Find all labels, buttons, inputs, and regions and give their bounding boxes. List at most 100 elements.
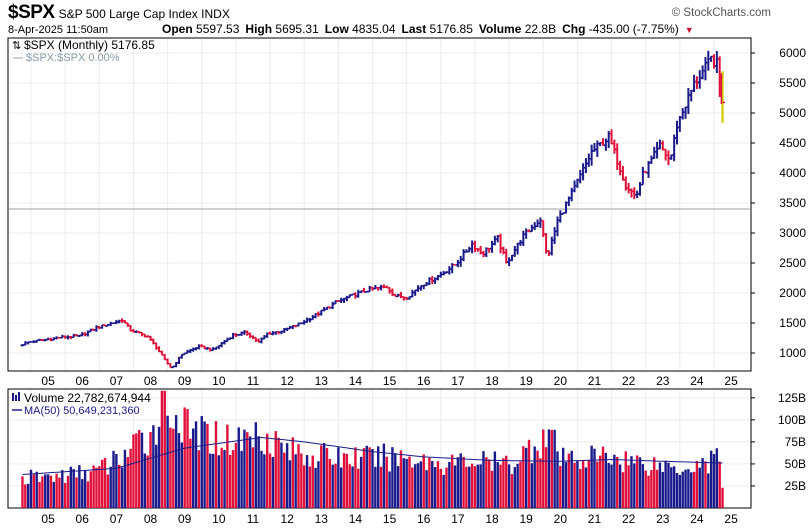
- volume-bar: [240, 450, 243, 508]
- volume-bar: [524, 447, 528, 508]
- price-bars: [20, 50, 726, 369]
- volume-bar: [35, 471, 38, 508]
- volume-bar: [445, 467, 448, 508]
- price-x-axis: 05 06 07 08 09 10 11 12 13 14 15 16 17 18 19 20 21 22 23 24…: [41, 374, 738, 388]
- volume-bar: [433, 467, 437, 508]
- volume-bar: [391, 447, 394, 508]
- volume-bar: [604, 452, 608, 508]
- volume-bar: [550, 429, 553, 508]
- price-legend-icon: ⇅: [12, 40, 21, 52]
- volume-bar: [163, 390, 166, 508]
- volume-bar: [419, 461, 423, 508]
- volume-bar: [220, 447, 223, 508]
- volume-bar: [348, 464, 351, 508]
- volume-bar: [647, 475, 650, 508]
- volume-bar: [237, 427, 240, 508]
- volume-bar: [516, 463, 519, 508]
- volume-bar: [266, 433, 269, 508]
- volume-bar: [254, 422, 258, 508]
- volume-bar: [610, 464, 613, 508]
- volume-bar: [416, 463, 420, 508]
- volume-bar: [695, 460, 699, 508]
- volume-bar: [413, 464, 417, 508]
- price-x-tick-label: 21: [588, 374, 602, 388]
- price-x-tick-label: 22: [622, 374, 636, 388]
- volume-bar: [362, 448, 366, 508]
- price-y-tick-label: 1000: [779, 346, 806, 360]
- volume-bar: [271, 456, 275, 508]
- ticker-symbol: $SPX: [8, 2, 55, 23]
- volume-bar: [152, 425, 155, 508]
- volume-bar: [687, 469, 690, 508]
- volume-bar: [584, 467, 588, 508]
- volume-y-axis: 25B 50B 75B 100B 125B: [751, 391, 806, 493]
- volume-x-tick-label: 21: [588, 512, 602, 526]
- volume-bar: [596, 461, 599, 508]
- volume-bar: [86, 481, 90, 508]
- volume-y-tick-label: 25B: [785, 479, 806, 493]
- volume-bar: [365, 445, 369, 508]
- volume-bar: [268, 453, 272, 508]
- volume-bar: [653, 457, 656, 508]
- volume-bar: [672, 466, 676, 508]
- brand-watermark[interactable]: © StockCharts.com: [671, 7, 771, 19]
- volume-bar: [450, 454, 454, 508]
- volume-bar: [428, 457, 431, 508]
- volume-bar: [570, 450, 573, 508]
- volume-bar: [559, 465, 562, 508]
- volume-bar: [137, 429, 141, 508]
- stat-value-chg: -435.00 (-7.75%): [588, 22, 679, 36]
- volume-bar: [123, 449, 127, 508]
- security-name-text: S&P 500 Large Cap Index: [58, 7, 198, 21]
- volume-y-tick-label: 75B: [785, 435, 806, 449]
- volume-bar: [513, 467, 516, 508]
- volume-bar: [670, 467, 673, 508]
- volume-bar: [624, 451, 627, 508]
- stat-label-volume: Volume: [478, 22, 525, 36]
- volume-bar: [371, 448, 374, 508]
- volume-bar: [564, 462, 568, 508]
- volume-bar: [354, 447, 357, 508]
- volume-bar: [337, 447, 340, 508]
- stat-label-high: High: [245, 22, 276, 36]
- volume-bar: [29, 469, 33, 508]
- volume-bar: [357, 468, 360, 508]
- volume-bar: [226, 424, 229, 508]
- volume-bar: [32, 474, 36, 508]
- volume-bar: [311, 455, 314, 508]
- price-y-tick-label: 1500: [779, 316, 806, 330]
- volume-bar: [439, 468, 442, 508]
- volume-bar: [103, 457, 107, 508]
- volume-bar: [143, 453, 147, 508]
- volume-bar: [644, 470, 647, 508]
- volume-bar: [453, 465, 457, 508]
- volume-bar: [402, 458, 406, 508]
- volume-bar: [493, 451, 497, 508]
- volume-bar: [339, 467, 343, 508]
- volume-bar: [573, 462, 576, 508]
- volume-bar: [209, 453, 212, 508]
- price-y-tick-label: 2000: [779, 286, 806, 300]
- volume-y-tick-label: 125B: [778, 391, 806, 405]
- volume-x-tick-label: 20: [554, 512, 568, 526]
- volume-bar: [180, 442, 184, 508]
- volume-bar: [482, 451, 485, 508]
- volume-bar: [192, 428, 195, 508]
- volume-x-tick-label: 13: [315, 512, 329, 526]
- volume-bar: [678, 474, 682, 508]
- volume-bar: [303, 465, 306, 508]
- price-x-tick-label: 10: [212, 374, 226, 388]
- volume-bar: [593, 448, 596, 508]
- volume-bar: [499, 464, 502, 508]
- volume-bar: [135, 433, 138, 508]
- price-x-tick-label: 16: [417, 374, 431, 388]
- volume-bar: [368, 447, 371, 508]
- volume-bar: [627, 465, 630, 508]
- volume-bar: [146, 455, 149, 508]
- volume-bar: [553, 429, 556, 508]
- volume-bar: [675, 472, 679, 508]
- price-legend: ⇅ $SPX (Monthly) 5176.85 $SPX:$SPX 0.00%: [12, 38, 155, 64]
- volume-panel-frame: [7, 388, 752, 509]
- volume-bar: [709, 450, 713, 508]
- volume-bar: [61, 470, 64, 508]
